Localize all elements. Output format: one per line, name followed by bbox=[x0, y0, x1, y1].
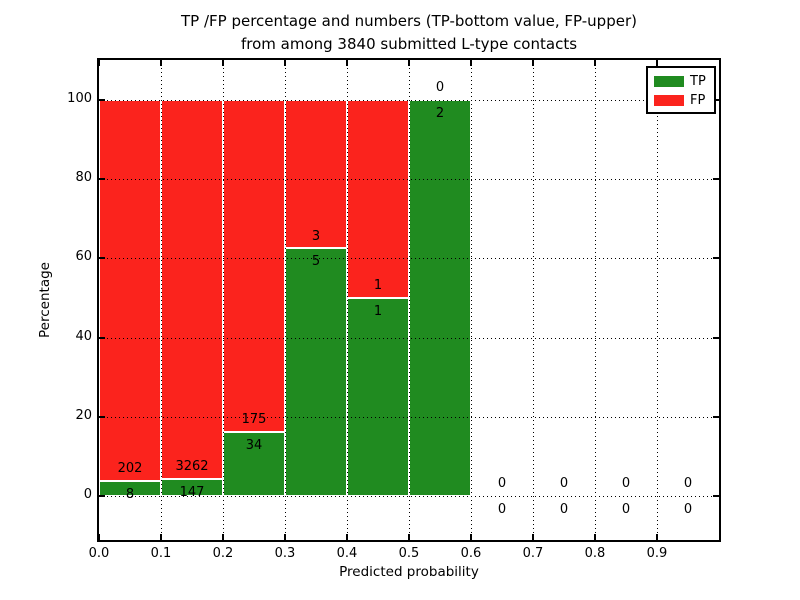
tp-count-label-2: 34 bbox=[245, 437, 263, 453]
x-tick-mark-top-4 bbox=[346, 60, 348, 66]
y-tick-mark-left-2 bbox=[99, 336, 105, 339]
x-tick-label-3: 0.3 bbox=[274, 546, 296, 561]
x-tick-label-6: 0.6 bbox=[460, 546, 482, 561]
y-tick-mark-left-1 bbox=[99, 416, 105, 419]
tp-count-label-1: 147 bbox=[179, 485, 205, 501]
gridline-vertical bbox=[161, 60, 162, 540]
fp-count-label-1: 3262 bbox=[175, 459, 209, 475]
fp-count-label-2: 175 bbox=[241, 411, 267, 427]
bar-fp-3 bbox=[285, 99, 347, 249]
y-tick-mark-right-3 bbox=[713, 257, 719, 260]
x-tick-mark-bottom-3 bbox=[284, 534, 286, 540]
y-tick-mark-right-0 bbox=[713, 495, 719, 498]
gridline-vertical bbox=[409, 60, 410, 540]
y-tick-label-5: 100 bbox=[67, 90, 92, 106]
y-tick-mark-right-4 bbox=[713, 178, 719, 180]
x-tick-mark-bottom-2 bbox=[222, 534, 224, 540]
y-axis-label: Percentage bbox=[37, 262, 53, 338]
legend: TP FP bbox=[646, 66, 716, 114]
x-tick-mark-bottom-1 bbox=[160, 534, 162, 540]
x-tick-mark-bottom-0 bbox=[98, 534, 100, 540]
fp-count-label-9: 0 bbox=[683, 476, 693, 492]
x-tick-label-8: 0.8 bbox=[584, 546, 606, 561]
x-tick-mark-top-2 bbox=[222, 60, 224, 66]
legend-label-tp: TP bbox=[690, 74, 706, 89]
x-tick-mark-top-6 bbox=[470, 60, 472, 66]
y-tick-mark-left-4 bbox=[99, 178, 105, 180]
gridline-vertical bbox=[595, 60, 596, 540]
y-tick-mark-left-3 bbox=[99, 257, 105, 260]
fp-count-label-5: 0 bbox=[435, 79, 445, 95]
x-tick-mark-bottom-5 bbox=[408, 534, 410, 540]
legend-item-tp: TP bbox=[654, 72, 714, 91]
tp-count-label-6: 0 bbox=[497, 502, 507, 518]
legend-item-fp: FP bbox=[654, 91, 714, 110]
gridline-vertical bbox=[223, 60, 224, 540]
y-tick-label-1: 20 bbox=[75, 408, 92, 424]
bar-tp-4 bbox=[347, 298, 409, 497]
tp-color-swatch bbox=[654, 76, 684, 87]
fp-color-swatch bbox=[654, 95, 684, 106]
x-tick-label-2: 0.2 bbox=[212, 546, 234, 561]
bar-tp-3 bbox=[285, 248, 347, 497]
x-axis-label: Predicted probability bbox=[339, 564, 479, 580]
x-tick-mark-bottom-9 bbox=[656, 534, 658, 540]
x-tick-mark-bottom-8 bbox=[594, 534, 596, 540]
tp-count-label-0: 8 bbox=[125, 487, 135, 503]
y-tick-label-0: 0 bbox=[83, 487, 92, 503]
x-tick-mark-top-9 bbox=[656, 60, 658, 66]
y-tick-mark-left-5 bbox=[99, 98, 105, 101]
x-tick-mark-top-8 bbox=[594, 60, 596, 66]
chart-title-line1: TP /FP percentage and numbers (TP-bottom… bbox=[181, 12, 637, 30]
bar-fp-2 bbox=[223, 99, 285, 432]
fp-count-label-8: 0 bbox=[621, 476, 631, 492]
x-tick-label-5: 0.5 bbox=[398, 546, 420, 561]
x-tick-mark-bottom-7 bbox=[532, 534, 534, 540]
tp-count-label-9: 0 bbox=[683, 502, 693, 518]
y-tick-label-3: 60 bbox=[75, 249, 92, 265]
chart-title-line2: from among 3840 submitted L-type contact… bbox=[240, 35, 578, 53]
x-tick-label-9: 0.9 bbox=[646, 546, 668, 561]
bar-fp-1 bbox=[161, 99, 223, 480]
fp-count-label-0: 202 bbox=[117, 461, 143, 477]
bar-tp-0 bbox=[99, 481, 161, 497]
gridline-vertical bbox=[285, 60, 286, 540]
y-tick-mark-left-0 bbox=[99, 495, 105, 498]
x-tick-mark-top-7 bbox=[532, 60, 534, 66]
gridline-vertical bbox=[533, 60, 534, 540]
gridline-vertical bbox=[471, 60, 472, 540]
x-tick-mark-top-3 bbox=[284, 60, 286, 66]
gridline-vertical bbox=[657, 60, 658, 540]
fp-count-label-4: 1 bbox=[373, 278, 383, 294]
x-tick-mark-top-1 bbox=[160, 60, 162, 66]
tp-count-label-4: 1 bbox=[373, 303, 383, 319]
tp-count-label-5: 2 bbox=[435, 105, 445, 121]
chart-title: TP /FP percentage and numbers (TP-bottom… bbox=[99, 10, 719, 56]
x-tick-mark-top-0 bbox=[98, 60, 100, 66]
x-tick-label-0: 0.0 bbox=[88, 546, 110, 561]
fp-count-label-6: 0 bbox=[497, 476, 507, 492]
x-tick-label-7: 0.7 bbox=[522, 546, 544, 561]
legend-label-fp: FP bbox=[690, 93, 706, 108]
fp-count-label-7: 0 bbox=[559, 476, 569, 492]
y-tick-mark-right-2 bbox=[713, 336, 719, 339]
bar-tp-5 bbox=[409, 99, 471, 497]
y-tick-mark-right-1 bbox=[713, 416, 719, 419]
x-tick-mark-bottom-4 bbox=[346, 534, 348, 540]
x-tick-label-1: 0.1 bbox=[150, 546, 172, 561]
x-tick-label-4: 0.4 bbox=[336, 546, 358, 561]
gridline-vertical bbox=[347, 60, 348, 540]
y-tick-label-4: 80 bbox=[75, 170, 92, 185]
y-tick-mark-right-5 bbox=[713, 98, 719, 101]
bar-fp-0 bbox=[99, 99, 161, 482]
y-tick-label-2: 40 bbox=[75, 328, 92, 344]
tp-count-label-8: 0 bbox=[621, 502, 631, 518]
bar-fp-4 bbox=[347, 99, 409, 298]
fp-count-label-3: 3 bbox=[311, 228, 321, 244]
tp-count-label-3: 5 bbox=[311, 254, 321, 270]
tp-count-label-7: 0 bbox=[559, 502, 569, 518]
x-tick-mark-top-5 bbox=[408, 60, 410, 66]
x-tick-mark-bottom-6 bbox=[470, 534, 472, 540]
